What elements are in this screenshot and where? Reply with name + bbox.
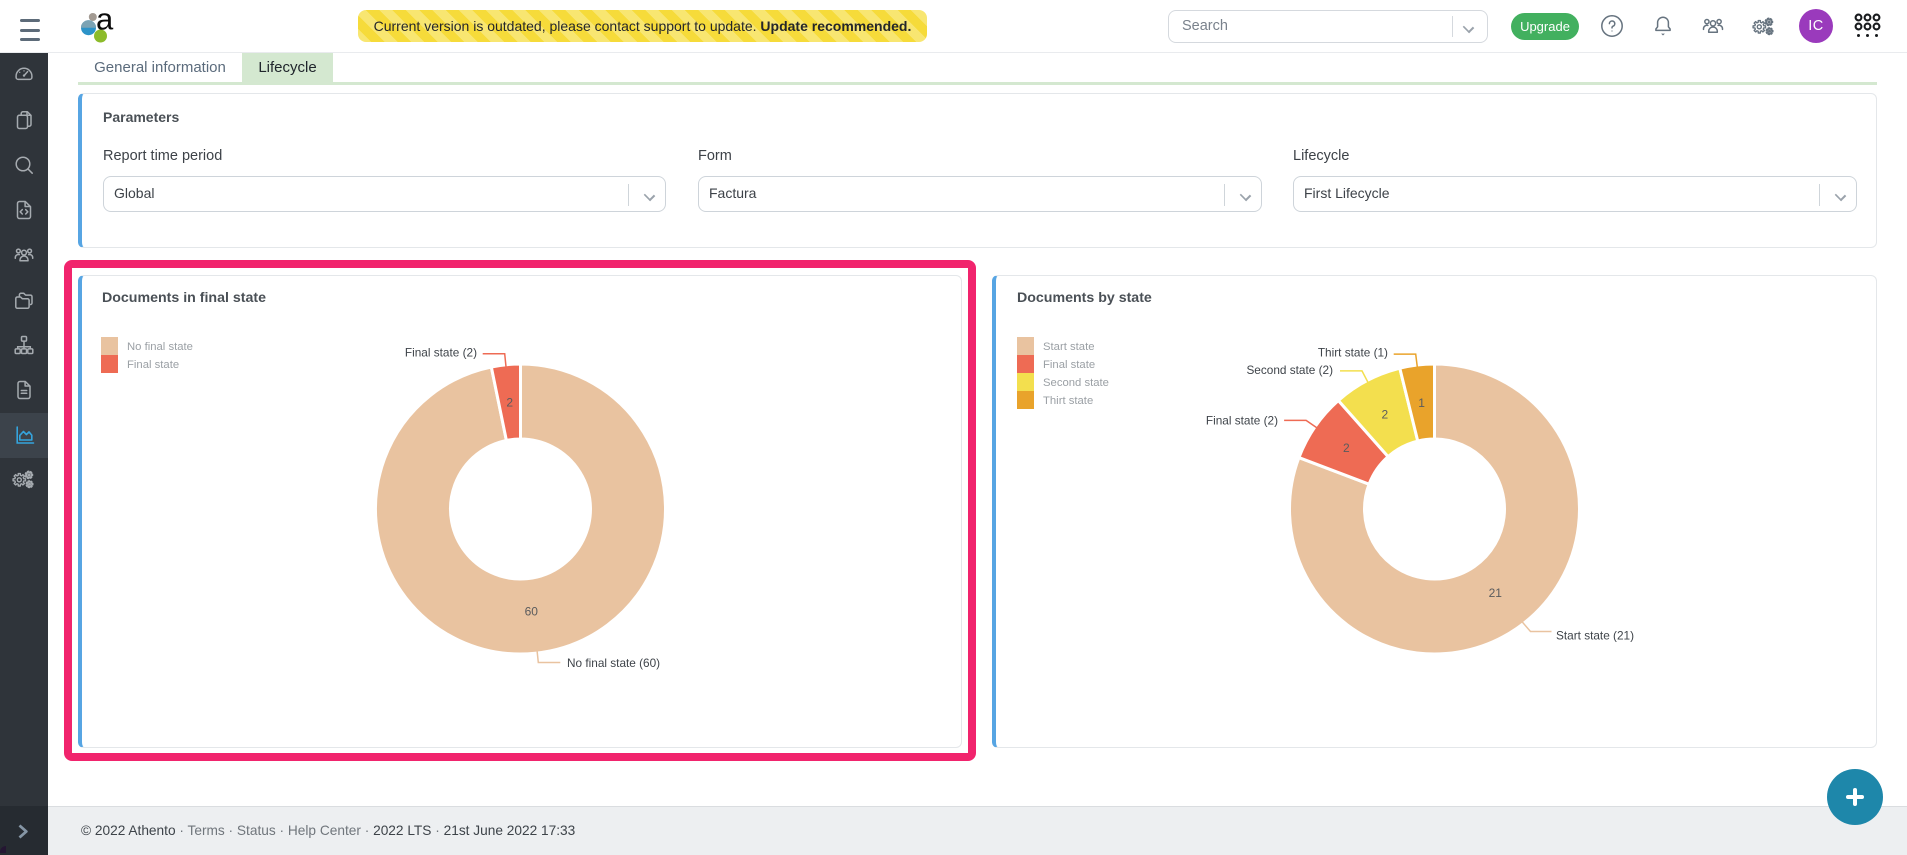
svg-text:No final state (60): No final state (60) bbox=[567, 656, 660, 670]
svg-text:2: 2 bbox=[506, 396, 513, 410]
svg-text:Start state (21): Start state (21) bbox=[1556, 628, 1634, 642]
svg-text:Final state (2): Final state (2) bbox=[405, 346, 477, 360]
svg-text:21: 21 bbox=[1489, 586, 1503, 600]
svg-text:60: 60 bbox=[525, 605, 539, 619]
svg-text:2: 2 bbox=[1381, 407, 1388, 421]
svg-text:a: a bbox=[96, 5, 114, 36]
svg-text:2: 2 bbox=[1343, 441, 1350, 455]
svg-text:Final state (2): Final state (2) bbox=[1206, 414, 1278, 428]
svg-text:Second state (2): Second state (2) bbox=[1246, 363, 1333, 377]
svg-text:1: 1 bbox=[1418, 396, 1425, 410]
svg-text:Thirt state (1): Thirt state (1) bbox=[1318, 346, 1388, 360]
